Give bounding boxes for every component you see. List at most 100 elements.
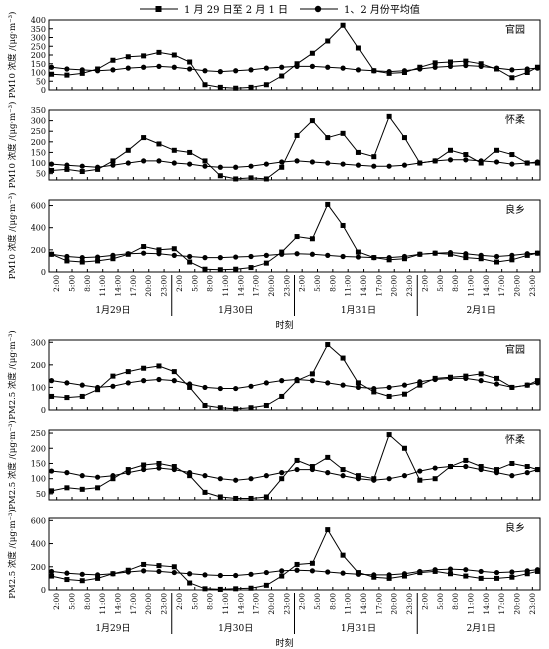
x-tick-label: 20:00 (390, 593, 399, 615)
data-point-circle (463, 157, 469, 163)
data-point-square (478, 371, 484, 377)
data-point-circle (401, 253, 408, 260)
x-tick-label: 23:00 (160, 593, 169, 615)
data-point-square (325, 201, 331, 207)
x-tick-label: 11:00 (221, 593, 230, 615)
data-point-circle (309, 63, 316, 69)
data-point-square (355, 45, 361, 51)
data-point-circle (478, 568, 484, 575)
y-axis-label: PM10 浓度 /(μg·m⁻³) (7, 102, 18, 189)
x-tick-label: 5:00 (190, 593, 199, 610)
data-point-square (401, 445, 407, 451)
data-point-circle (432, 376, 438, 383)
data-point-circle (187, 253, 193, 260)
data-point-circle (478, 252, 484, 258)
data-point-square (509, 460, 515, 466)
x-tick-label: 17:00 (374, 275, 383, 297)
data-point-circle (524, 160, 530, 166)
data-point-square (463, 152, 469, 158)
data-point-circle (217, 385, 223, 392)
x-tick-label: 14:00 (236, 275, 245, 297)
data-point-circle (355, 571, 362, 577)
y-tick-label: 100 (31, 383, 46, 392)
x-tick-label: 8:00 (206, 275, 215, 292)
panel-frame (48, 109, 541, 181)
data-point-square (202, 489, 208, 495)
y-tick-label: 300 (31, 34, 46, 43)
day-label: 1月30日 (218, 623, 253, 634)
x-tick-label: 8:00 (328, 593, 337, 610)
data-point-square (64, 166, 70, 172)
x-tick-label: 20:00 (390, 275, 399, 297)
data-point-circle (401, 473, 408, 479)
data-point-circle (48, 251, 55, 257)
data-point-circle (417, 66, 423, 72)
data-point-circle (417, 160, 423, 166)
panel-frame (48, 19, 541, 91)
data-point-square (171, 246, 177, 252)
data-point-circle (401, 68, 408, 74)
data-point-circle (48, 468, 55, 474)
data-point-circle (493, 569, 500, 576)
data-point-circle (371, 163, 377, 169)
data-point-square (325, 527, 331, 533)
data-point-circle (156, 568, 162, 575)
data-point-square (279, 573, 285, 579)
y-tick-label: 0 (41, 268, 46, 277)
y-tick-label: 400 (31, 16, 46, 25)
data-point-circle (64, 162, 70, 168)
x-tick-label: 17:00 (497, 275, 506, 297)
data-point-square (79, 169, 85, 175)
data-point-square (524, 70, 530, 75)
y-tick-label: 250 (31, 42, 46, 51)
data-point-circle (432, 158, 438, 164)
data-point-square (187, 259, 193, 265)
data-point-square (125, 467, 131, 473)
station-label: 官园 (505, 343, 525, 356)
data-point-square (417, 382, 423, 388)
data-point-circle (447, 157, 454, 163)
data-point-square (171, 147, 177, 153)
x-tick-label: 20:00 (144, 275, 153, 297)
data-point-square (156, 363, 162, 369)
data-point-circle (279, 378, 285, 384)
x-tick-label: 14:00 (359, 275, 368, 297)
data-point-square (79, 70, 85, 76)
data-point-square (309, 560, 315, 566)
data-point-circle (279, 64, 285, 70)
data-point-square (325, 454, 331, 460)
x-tick-label: 2:00 (52, 593, 61, 610)
data-point-circle (94, 254, 101, 260)
y-axis-label: PM2.5 浓度 /(μg·m⁻³) (7, 330, 18, 419)
data-point-circle (171, 160, 177, 166)
data-point-circle (401, 382, 408, 388)
data-point-circle (386, 384, 392, 391)
data-point-square (478, 464, 484, 470)
data-point-circle (325, 64, 331, 70)
data-point-circle (217, 164, 223, 170)
station-label: 良乡 (505, 203, 525, 216)
data-point-circle (125, 569, 131, 575)
data-point-square (202, 266, 208, 272)
data-point-square (494, 575, 500, 581)
data-point-square (309, 464, 315, 470)
data-point-square (294, 132, 300, 138)
data-point-circle (94, 68, 101, 74)
series-line-event (51, 528, 538, 590)
x-axis-label: 时刻 (275, 637, 293, 649)
y-axis-label: PM10 浓度 /(μg·m⁻³) (7, 193, 18, 280)
data-point-circle (64, 570, 70, 576)
x-tick-label: 14:00 (114, 275, 123, 297)
data-point-square (524, 571, 530, 577)
station-label: 怀柔 (505, 114, 525, 126)
data-point-circle (534, 466, 541, 473)
data-point-circle (509, 252, 515, 258)
y-tick-label: 150 (31, 148, 46, 157)
data-point-circle (340, 253, 346, 260)
data-point-circle (64, 380, 70, 386)
data-point-circle (233, 572, 239, 579)
data-point-square (509, 152, 515, 158)
y-tick-label: 150 (31, 60, 46, 69)
y-tick-label: 100 (31, 69, 46, 78)
